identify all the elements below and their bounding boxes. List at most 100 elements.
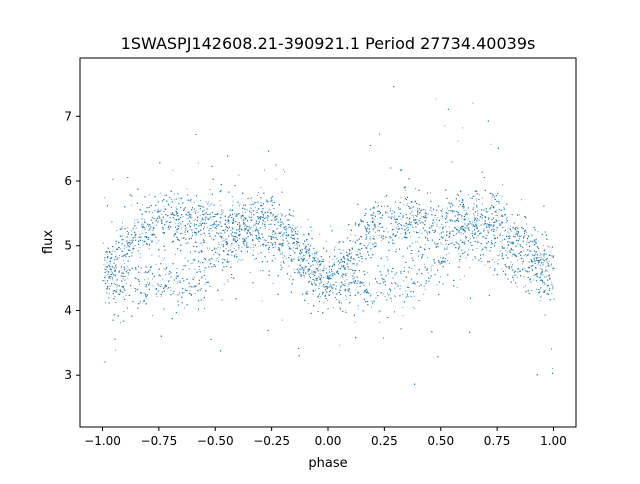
data-point bbox=[522, 246, 523, 248]
data-point bbox=[299, 268, 301, 270]
data-point bbox=[462, 127, 464, 129]
data-point bbox=[476, 248, 478, 249]
data-point bbox=[458, 206, 460, 208]
data-point bbox=[162, 278, 164, 280]
data-point bbox=[277, 213, 279, 215]
data-point bbox=[503, 230, 505, 232]
data-point bbox=[217, 247, 219, 248]
data-point bbox=[253, 225, 255, 227]
data-point bbox=[552, 288, 554, 290]
data-point bbox=[271, 234, 273, 236]
data-point bbox=[466, 226, 468, 228]
data-point bbox=[242, 213, 244, 215]
data-point bbox=[472, 221, 474, 223]
data-point bbox=[125, 294, 127, 296]
data-point bbox=[390, 289, 392, 290]
data-point bbox=[252, 230, 254, 232]
data-point bbox=[375, 243, 377, 245]
data-point bbox=[288, 224, 290, 226]
data-point bbox=[184, 234, 186, 235]
data-point bbox=[338, 248, 340, 250]
data-point bbox=[290, 275, 292, 277]
data-point bbox=[397, 231, 399, 233]
data-point bbox=[176, 213, 178, 215]
data-point bbox=[396, 283, 398, 285]
data-point bbox=[139, 301, 141, 303]
data-point bbox=[432, 264, 434, 266]
data-point bbox=[473, 213, 475, 215]
data-point bbox=[299, 271, 301, 273]
data-point bbox=[198, 270, 200, 272]
data-point bbox=[274, 219, 276, 221]
data-point bbox=[148, 270, 149, 272]
data-point bbox=[242, 259, 244, 261]
data-point bbox=[368, 282, 370, 284]
data-point bbox=[308, 276, 310, 277]
data-point bbox=[506, 247, 508, 249]
data-point bbox=[144, 219, 145, 221]
data-point bbox=[523, 250, 525, 252]
data-point bbox=[539, 254, 541, 256]
data-point bbox=[139, 233, 141, 235]
data-point bbox=[207, 226, 209, 228]
data-point bbox=[469, 223, 471, 225]
data-point bbox=[231, 235, 233, 237]
data-point bbox=[257, 231, 259, 233]
data-point bbox=[116, 289, 118, 291]
data-point bbox=[264, 169, 266, 171]
data-point bbox=[490, 143, 492, 145]
data-point bbox=[332, 275, 334, 277]
data-point bbox=[535, 268, 537, 270]
data-point bbox=[444, 125, 446, 127]
data-point bbox=[199, 262, 201, 264]
data-point bbox=[475, 257, 477, 259]
data-point bbox=[456, 193, 458, 195]
data-point bbox=[159, 192, 161, 194]
data-point bbox=[321, 291, 323, 293]
data-point bbox=[123, 263, 125, 265]
data-point bbox=[208, 205, 210, 207]
data-point bbox=[269, 213, 271, 215]
data-point bbox=[202, 251, 203, 253]
data-point bbox=[474, 224, 476, 226]
data-point bbox=[238, 174, 240, 176]
data-point bbox=[116, 230, 118, 231]
data-point bbox=[346, 298, 348, 300]
data-point bbox=[106, 270, 108, 272]
data-point bbox=[298, 273, 300, 274]
data-point bbox=[288, 226, 290, 228]
data-point bbox=[240, 217, 242, 219]
data-point bbox=[204, 209, 205, 211]
data-point bbox=[164, 257, 165, 259]
data-point bbox=[303, 257, 305, 259]
data-point bbox=[355, 289, 357, 291]
data-point bbox=[225, 248, 227, 249]
data-point bbox=[161, 292, 163, 294]
data-point bbox=[141, 225, 143, 227]
data-point bbox=[215, 224, 217, 225]
data-point bbox=[299, 256, 301, 258]
data-point bbox=[436, 284, 438, 286]
data-point bbox=[360, 255, 362, 257]
data-point bbox=[263, 220, 265, 222]
data-point bbox=[311, 271, 313, 273]
data-point bbox=[217, 224, 219, 226]
data-point bbox=[441, 224, 443, 226]
data-point bbox=[390, 216, 392, 218]
data-point bbox=[551, 267, 553, 269]
data-point bbox=[188, 223, 190, 225]
data-point bbox=[377, 202, 379, 204]
data-point bbox=[336, 299, 337, 301]
data-point bbox=[147, 281, 149, 283]
data-point bbox=[170, 289, 172, 291]
data-point bbox=[121, 267, 122, 269]
data-point bbox=[244, 228, 246, 230]
data-point bbox=[486, 249, 488, 251]
data-point bbox=[152, 240, 153, 242]
data-point bbox=[160, 210, 162, 212]
data-point bbox=[377, 221, 379, 223]
data-point bbox=[176, 229, 178, 231]
data-point bbox=[356, 265, 358, 267]
data-point bbox=[390, 237, 392, 238]
data-point bbox=[254, 258, 256, 260]
